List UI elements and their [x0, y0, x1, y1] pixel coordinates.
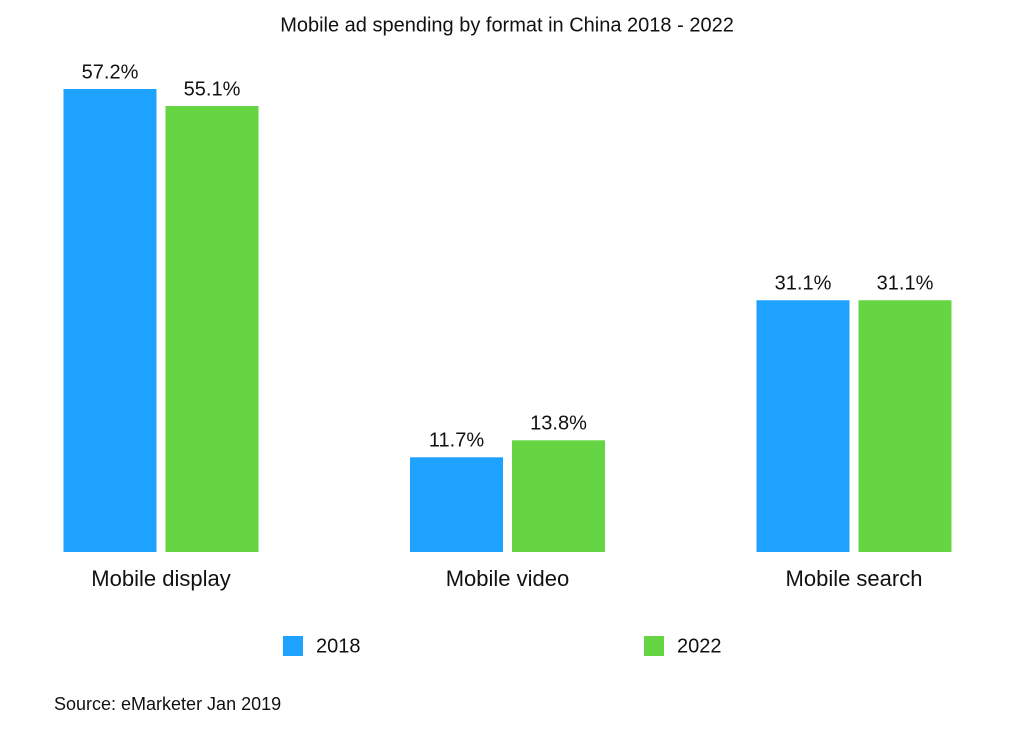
bar: [858, 300, 952, 552]
bar: [165, 105, 259, 552]
value-label: 31.1%: [775, 273, 832, 295]
bar: [512, 440, 605, 552]
bar: [63, 89, 157, 552]
value-label: 13.8%: [530, 413, 587, 435]
source-note: Source: eMarketer Jan 2019: [54, 694, 281, 714]
x-tick-label: Mobile search: [786, 566, 923, 591]
x-tick-label: Mobile video: [446, 566, 570, 591]
legend-label: 2018: [316, 635, 361, 657]
value-label: 11.7%: [429, 430, 484, 452]
legend-swatch: [644, 636, 664, 656]
value-label: 57.2%: [82, 61, 139, 83]
legend-label: 2022: [677, 635, 722, 657]
legend-swatch: [283, 636, 303, 656]
chart-title: Mobile ad spending by format in China 20…: [280, 14, 734, 36]
value-label: 31.1%: [877, 273, 934, 295]
bar: [410, 457, 503, 552]
value-label: 55.1%: [184, 78, 241, 100]
x-tick-label: Mobile display: [91, 566, 230, 591]
bar: [756, 300, 850, 552]
